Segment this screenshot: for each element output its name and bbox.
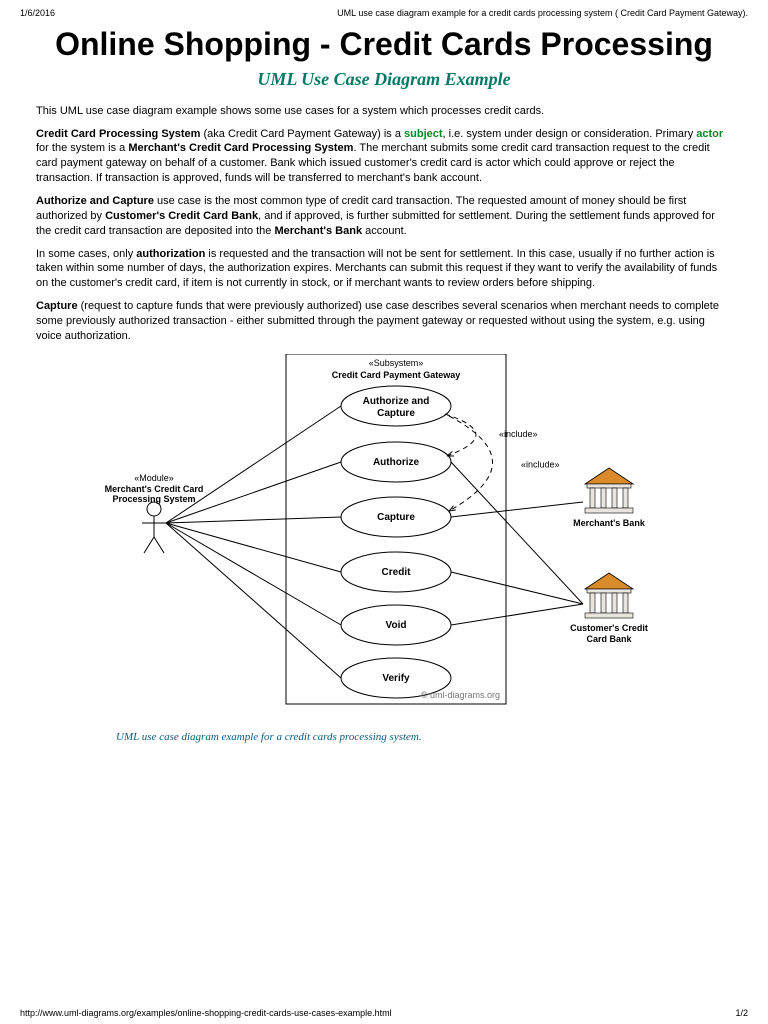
page-footer: http://www.uml-diagrams.org/examples/onl… <box>20 1008 748 1018</box>
header-date: 1/6/2016 <box>20 8 55 18</box>
svg-text:«Subsystem»: «Subsystem» <box>369 358 424 368</box>
svg-text:«include»: «include» <box>499 429 538 439</box>
svg-text:Void: Void <box>386 620 407 631</box>
svg-text:Credit: Credit <box>382 567 412 578</box>
paragraph-authorize-capture: Authorize and Capture use case is the mo… <box>36 194 732 239</box>
page-title: Online Shopping - Credit Cards Processin… <box>36 26 732 63</box>
svg-text:Capture: Capture <box>377 512 415 523</box>
svg-text:Merchant's Credit Card: Merchant's Credit Card <box>105 484 204 494</box>
footer-page-number: 1/2 <box>735 1008 748 1018</box>
svg-text:Credit Card Payment Gateway: Credit Card Payment Gateway <box>332 370 461 380</box>
diagram-caption: UML use case diagram example for a credi… <box>116 731 732 743</box>
svg-text:© uml-diagrams.org: © uml-diagrams.org <box>421 690 500 700</box>
uml-svg: «Subsystem» Credit Card Payment Gateway Au… <box>64 354 704 724</box>
footer-url: http://www.uml-diagrams.org/examples/onl… <box>20 1008 392 1018</box>
paragraph-subject: Credit Card Processing System (aka Credi… <box>36 127 732 186</box>
svg-text:«Module»: «Module» <box>134 473 174 483</box>
content-area: Online Shopping - Credit Cards Processin… <box>0 26 768 743</box>
svg-text:Merchant's Bank: Merchant's Bank <box>573 518 646 528</box>
svg-text:Authorize: Authorize <box>373 457 420 468</box>
intro-paragraph: This UML use case diagram example shows … <box>36 104 732 119</box>
page-subtitle: UML Use Case Diagram Example <box>36 69 732 90</box>
svg-text:Processing System: Processing System <box>112 494 195 504</box>
svg-text:Card Bank: Card Bank <box>586 634 632 644</box>
paragraph-capture: Capture (request to capture funds that w… <box>36 299 732 344</box>
page-header: 1/6/2016 UML use case diagram example fo… <box>0 0 768 20</box>
uml-diagram: «Subsystem» Credit Card Payment Gateway Au… <box>36 354 732 743</box>
svg-text:«include»: «include» <box>521 459 560 469</box>
svg-text:Authorize and: Authorize and <box>363 396 430 407</box>
header-doc-title: UML use case diagram example for a credi… <box>337 8 748 18</box>
paragraph-authorization: In some cases, only authorization is req… <box>36 247 732 292</box>
svg-text:Customer's Credit: Customer's Credit <box>570 623 648 633</box>
svg-text:Verify: Verify <box>382 673 410 684</box>
svg-text:Capture: Capture <box>377 408 415 419</box>
